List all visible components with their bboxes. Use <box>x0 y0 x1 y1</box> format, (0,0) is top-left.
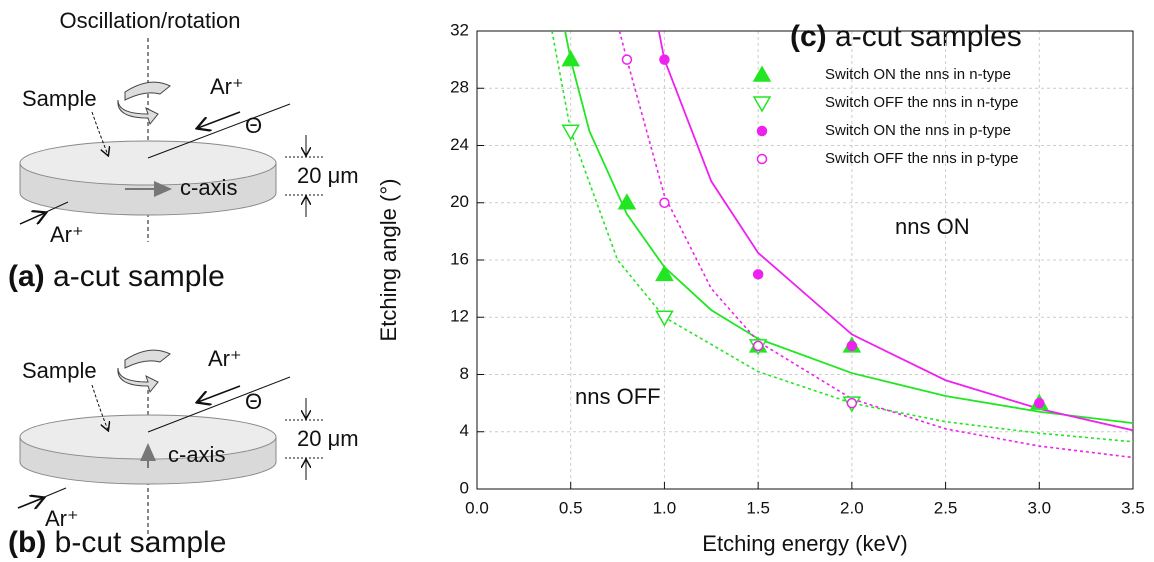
legend-marker <box>752 96 772 113</box>
annotation: nns ON <box>895 214 970 239</box>
legend-marker <box>756 125 768 137</box>
point <box>561 50 581 67</box>
beam-out-label: Ar⁺ <box>45 506 79 531</box>
point <box>561 124 581 141</box>
panel-label: (a) <box>8 260 45 293</box>
point <box>1034 397 1045 409</box>
rotation-icon <box>117 349 171 394</box>
c-axis-label: c-axis <box>168 442 225 467</box>
beam-line <box>147 376 291 433</box>
point <box>617 193 637 210</box>
panel-caption: (b) b-cut sample <box>8 526 226 559</box>
point <box>655 264 674 282</box>
beam-in-label: Ar⁺ <box>210 74 244 99</box>
legend-marker <box>752 65 772 82</box>
angle-label: Θ <box>245 113 262 138</box>
point <box>752 269 764 280</box>
legend-marker <box>756 153 768 165</box>
x-axis-label: Etching energy (keV) <box>702 531 907 556</box>
point <box>655 310 674 327</box>
legend-label: Switch ON the nns in p-type <box>825 122 1011 139</box>
sample-label: Sample <box>22 86 97 111</box>
point <box>752 340 764 352</box>
caption: b-cut sample <box>55 526 227 559</box>
y-tick-label: 32 <box>450 20 469 39</box>
disk-top <box>19 140 277 186</box>
beam-in-label: Ar⁺ <box>208 346 242 371</box>
x-tick-label: 1.0 <box>653 498 677 517</box>
x-tick-label: 0.5 <box>559 498 583 517</box>
thickness-label: 20 μm <box>297 426 359 451</box>
beam-line <box>147 103 291 159</box>
x-tick-label: 3.5 <box>1121 498 1145 517</box>
y-tick-label: 4 <box>460 421 469 440</box>
point <box>659 197 670 208</box>
y-tick-label: 12 <box>450 307 469 326</box>
beam-arrow <box>198 385 241 402</box>
x-tick-label: 2.0 <box>840 498 864 517</box>
chart-title: (c) a-cut samples <box>790 20 1022 53</box>
plot-frame <box>476 30 1134 490</box>
thickness-label: 20 μm <box>297 163 359 188</box>
beam-out-arrow <box>19 213 45 224</box>
beam-out-arrow <box>17 498 43 508</box>
legend-label: Switch OFF the nns in n-type <box>825 94 1018 111</box>
legend-label: Switch ON the nns in n-type <box>825 66 1011 83</box>
fit-curve <box>564 31 1133 425</box>
point <box>659 54 670 65</box>
rotation-icon <box>117 81 171 126</box>
y-tick-label: 24 <box>450 135 469 154</box>
point <box>621 54 633 65</box>
x-tick-label: 2.5 <box>934 498 958 517</box>
x-tick-label: 3.0 <box>1027 498 1051 517</box>
panel-label: (b) <box>8 526 46 559</box>
caption: a-cut sample <box>53 260 225 293</box>
y-tick-label: 28 <box>450 78 469 97</box>
chart: (c) a-cut samples Etching energy (keV) E… <box>376 20 1145 556</box>
fit-curve <box>551 31 1133 443</box>
point <box>846 397 858 409</box>
sample-label: Sample <box>22 358 97 383</box>
fit-curve <box>657 31 1133 432</box>
beam-out-label: Ar⁺ <box>50 222 84 247</box>
rotation-label: Oscillation/rotation <box>60 8 241 33</box>
sample-pointer <box>91 384 108 430</box>
angle-label: Θ <box>245 389 262 414</box>
beam-arrow <box>198 111 241 128</box>
y-tick-label: 20 <box>450 192 469 211</box>
title: a-cut samples <box>835 20 1022 53</box>
annotation: nns OFF <box>575 384 661 409</box>
x-tick-label: 0.0 <box>465 498 489 517</box>
y-axis-label: Etching angle (°) <box>376 179 401 342</box>
panel-a: Oscillation/rotation c-axis Sample Ar⁺ Θ… <box>8 8 359 293</box>
legend-label: Switch OFF the nns in p-type <box>825 150 1018 167</box>
y-tick-label: 8 <box>460 364 469 383</box>
y-tick-label: 0 <box>460 478 469 497</box>
point <box>846 340 858 352</box>
panel-caption: (a) a-cut sample <box>8 260 225 293</box>
x-tick-label: 1.5 <box>746 498 770 517</box>
sample-pointer <box>91 111 108 155</box>
y-tick-label: 16 <box>450 249 469 268</box>
panel-b: c-axis Sample Ar⁺ Θ 20 μm Ar⁺ (b) b-cut … <box>8 346 359 559</box>
panel-label: (c) <box>790 20 827 53</box>
c-axis-label: c-axis <box>180 175 237 200</box>
